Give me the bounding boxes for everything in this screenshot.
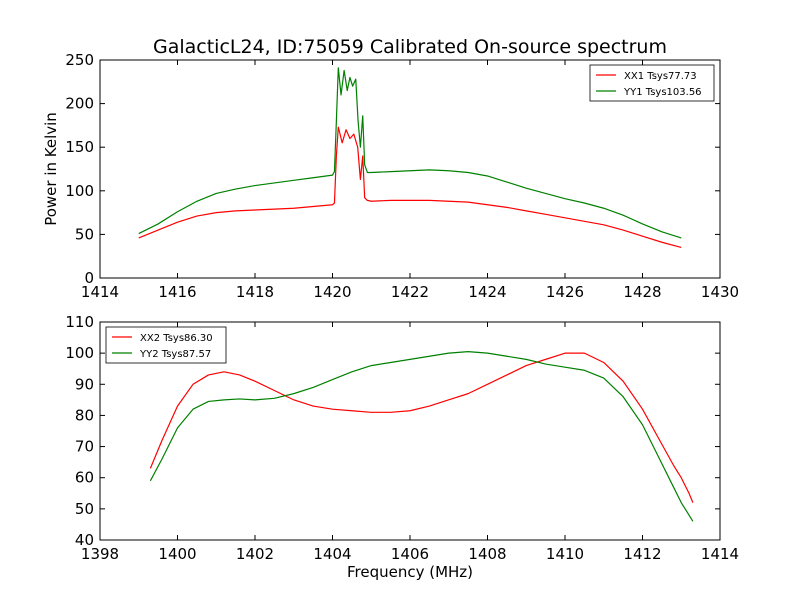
- x-tick-label: 1428: [623, 283, 661, 301]
- x-tick-label: 1426: [546, 283, 584, 301]
- legend-entry: YY1 Tsys103.56: [623, 87, 702, 98]
- y-axis-label: Power in Kelvin: [42, 112, 60, 226]
- y-tick-label: 100: [65, 182, 94, 200]
- y-tick-label: 200: [65, 95, 94, 113]
- legend: XX1 Tsys77.73 YY1 Tsys103.56: [589, 64, 715, 102]
- x-tick-label: 1422: [391, 283, 429, 301]
- x-tick-label: 1404: [313, 545, 351, 563]
- y-tick-label: 50: [75, 225, 94, 243]
- bottom-panel: 1398 1400 1402 1404 1406 1408 1410 1412 1414 40 50…: [65, 313, 739, 563]
- x-tick-label: 1402: [236, 545, 274, 563]
- top-panel: 1414 1416 1418 1420 1422 1424 1426 1428 1430 0 50 1…: [42, 51, 739, 301]
- x-tick-label: 1410: [546, 545, 584, 563]
- legend: XX2 Tsys86.30 YY2 Tsys87.57: [105, 326, 227, 364]
- y-tick-label: 250: [65, 51, 94, 69]
- x-axis-label: Frequency (MHz): [347, 563, 473, 581]
- y-tick-label: 50: [75, 500, 94, 518]
- legend-frame: [589, 64, 715, 102]
- legend-entry: XX2 Tsys86.30: [140, 333, 213, 344]
- series-line-2-1: [149, 352, 694, 503]
- series-line-1-2: [138, 67, 682, 239]
- x-tick-label: 1414: [701, 545, 739, 563]
- y-tick-label: 40: [75, 531, 94, 549]
- x-tick-label: 1406: [391, 545, 429, 563]
- legend-frame: [105, 326, 227, 364]
- y-tick-label: 100: [65, 344, 94, 362]
- y-tick-label: 60: [75, 469, 94, 487]
- x-tick-label: 1418: [236, 283, 274, 301]
- x-tick-label: 1430: [701, 283, 739, 301]
- legend-entry: XX1 Tsys77.73: [624, 71, 697, 82]
- x-tick-label: 1408: [468, 545, 506, 563]
- chart-title: GalacticL24, ID:75059 Calibrated On-sour…: [153, 36, 667, 58]
- y-tick-label: 110: [65, 313, 94, 331]
- y-tick-label: 150: [65, 138, 94, 156]
- y-tick-label: 70: [75, 438, 94, 456]
- series-line-1-1: [138, 126, 682, 249]
- x-tick-label: 1398: [81, 545, 119, 563]
- legend-entry: YY2 Tsys87.57: [139, 349, 211, 360]
- y-tick-label: 0: [84, 269, 94, 287]
- y-tick-label: 90: [75, 375, 94, 393]
- x-tick-label: 1424: [468, 283, 506, 301]
- x-tick-label: 1416: [158, 283, 196, 301]
- x-tick-label: 1412: [623, 545, 661, 563]
- x-tick-label: 1420: [313, 283, 351, 301]
- x-tick-label: 1414: [81, 283, 119, 301]
- x-tick-label: 1400: [158, 545, 196, 563]
- series-line-2-2: [149, 350, 694, 522]
- y-tick-label: 80: [75, 406, 94, 424]
